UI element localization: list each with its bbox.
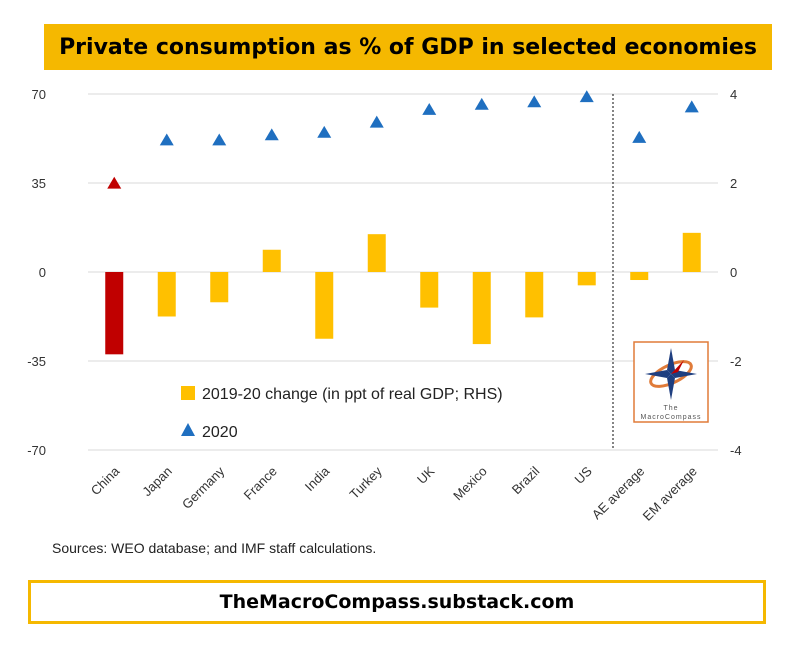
left-tick-label: 35: [32, 176, 46, 191]
category-label: Turkey: [347, 463, 386, 502]
category-label: Germany: [179, 463, 228, 512]
footer-link[interactable]: TheMacroCompass.substack.com: [219, 591, 575, 613]
category-label: AE average: [589, 464, 648, 523]
left-axis: 70 35 0 -35 -70: [27, 87, 46, 458]
bar-germany: [210, 272, 229, 303]
marker-brazil: [527, 95, 542, 108]
category-labels: China Japan Germany France India Turkey UK Mexi…: [88, 463, 700, 524]
bar-france: [262, 249, 281, 272]
bar-brazil: [525, 272, 544, 318]
title-banner: Private consumption as % of GDP in selec…: [44, 24, 772, 70]
marker-germany: [212, 133, 227, 146]
chart: 70 35 0 -35 -70 4 2 0 -2 -4 China Japan Germany Fra…: [27, 87, 742, 524]
bar-uk: [420, 272, 439, 308]
right-tick-label: -4: [730, 443, 742, 458]
category-label: UK: [414, 463, 438, 487]
bar-japan: [157, 272, 176, 317]
category-label: France: [241, 464, 280, 503]
marker-india: [317, 125, 332, 138]
right-tick-label: 0: [730, 265, 737, 280]
left-tick-label: 70: [32, 87, 46, 102]
macrocompass-logo: The MacroCompass: [633, 341, 709, 423]
marker-china: [107, 176, 122, 189]
category-label: China: [88, 463, 123, 498]
legend-marker-swatch: [181, 423, 195, 436]
marker-japan: [159, 133, 174, 146]
right-tick-label: 4: [730, 87, 737, 102]
marker-turkey: [369, 115, 384, 128]
bar-mexico: [472, 272, 491, 345]
bar-china: [105, 272, 124, 355]
right-axis: 4 2 0 -2 -4: [730, 87, 742, 458]
marker-france: [264, 128, 279, 141]
marker-em-average: [684, 100, 699, 113]
bar-ae-average: [630, 272, 649, 281]
marker-series: [107, 90, 699, 189]
category-label: Mexico: [450, 464, 490, 504]
bar-series: [105, 232, 701, 355]
left-tick-label: 0: [39, 265, 46, 280]
logo-text-line2: MacroCompass: [640, 414, 701, 421]
source-note: Sources: WEO database; and IMF staff cal…: [52, 540, 377, 556]
bar-em-average: [682, 232, 701, 272]
logo-text-line1: The: [663, 405, 678, 412]
category-label: Japan: [139, 464, 175, 500]
footer-banner[interactable]: TheMacroCompass.substack.com: [28, 580, 766, 624]
bar-india: [315, 272, 334, 339]
left-tick-label: -70: [27, 443, 46, 458]
marker-uk: [422, 102, 437, 115]
legend: 2019-20 change (in ppt of real GDP; RHS)…: [181, 386, 503, 441]
category-label: India: [302, 463, 333, 494]
marker-mexico: [474, 97, 489, 110]
right-tick-label: 2: [730, 176, 737, 191]
bar-us: [577, 272, 596, 286]
marker-ae-average: [632, 130, 647, 143]
right-tick-label: -2: [730, 354, 742, 369]
left-tick-label: -35: [27, 354, 46, 369]
category-label: EM average: [640, 464, 700, 524]
bar-turkey: [367, 234, 386, 272]
legend-bar-label: 2019-20 change (in ppt of real GDP; RHS): [202, 386, 503, 403]
legend-bar-swatch: [181, 386, 195, 400]
marker-us: [579, 90, 594, 103]
category-label: Brazil: [509, 463, 543, 497]
legend-marker-label: 2020: [202, 424, 238, 441]
chart-title: Private consumption as % of GDP in selec…: [59, 34, 757, 60]
category-label: US: [571, 463, 595, 487]
